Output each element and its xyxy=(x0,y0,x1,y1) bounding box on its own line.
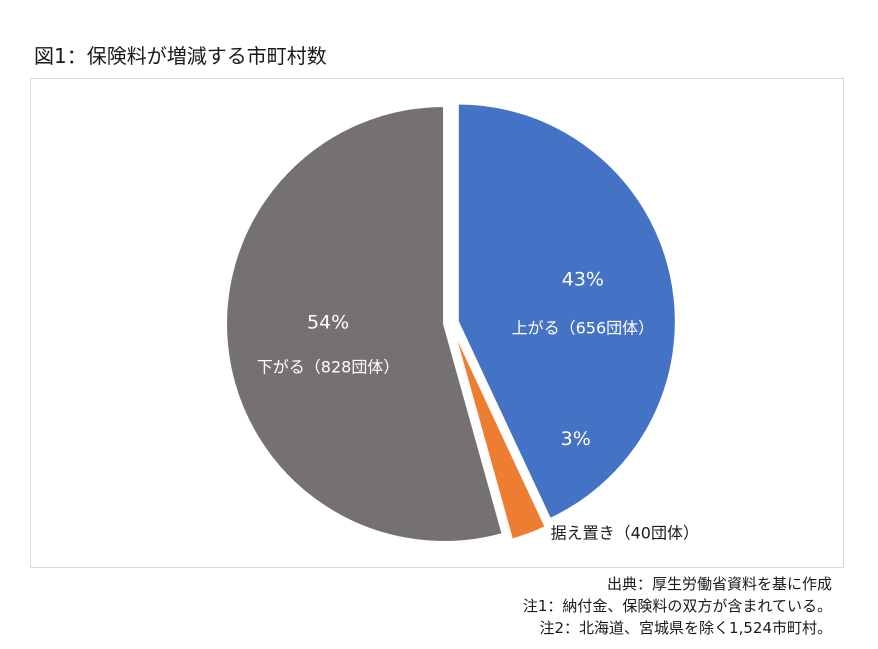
pie-chart: 43% 上がる（656団体） 3% 据え置き（40団体） 54% 下がる（828団体） xyxy=(225,102,699,543)
pie-percent-raise: 43% xyxy=(562,268,604,290)
pie-label-hold: 据え置き（40団体） xyxy=(551,523,699,542)
pie-slice-lower xyxy=(225,104,504,543)
chart-frame: 43% 上がる（656団体） 3% 据え置き（40団体） 54% 下がる（828団体） xyxy=(30,78,844,568)
pie-label-lower: 下がる（828団体） xyxy=(257,358,400,377)
note-2: 注2：北海道、宮城県を除く1,524市町村。 xyxy=(539,619,833,637)
pie-percent-lower: 54% xyxy=(307,312,349,334)
chart-notes: 出典：厚生労働省資料を基に作成 注1：納付金、保険料の双方が含まれている。 注2… xyxy=(523,573,832,639)
note-1: 注1：納付金、保険料の双方が含まれている。 xyxy=(522,597,832,615)
source-note: 出典：厚生労働省資料を基に作成 xyxy=(606,575,832,593)
chart-title: 図1：保険料が増減する市町村数 xyxy=(34,44,327,68)
pie-slice-raise xyxy=(456,102,677,521)
pie-slice-hold xyxy=(452,329,548,541)
pie-percent-hold: 3% xyxy=(561,428,591,450)
pie-label-raise: 上がる（656団体） xyxy=(512,318,655,337)
